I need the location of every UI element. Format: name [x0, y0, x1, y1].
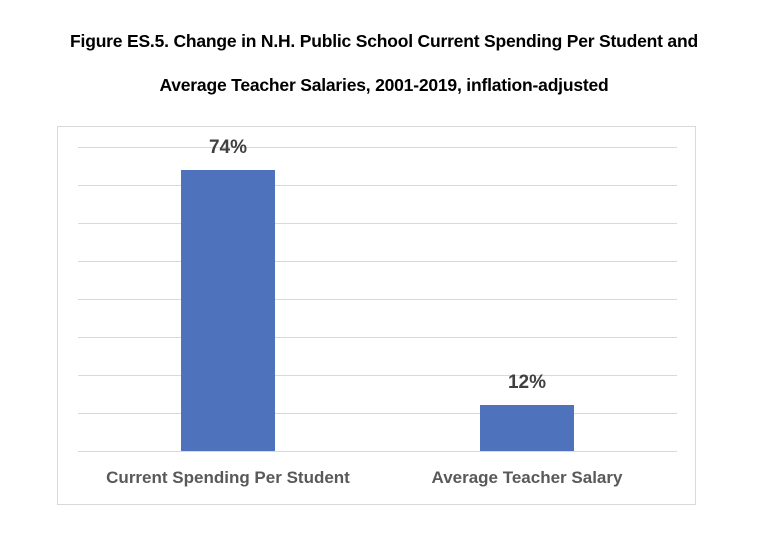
gridline: [78, 223, 677, 224]
data-label: 12%: [507, 372, 547, 393]
gridline: [78, 185, 677, 186]
gridline: [78, 451, 677, 452]
gridline: [78, 413, 677, 414]
gridline: [78, 261, 677, 262]
gridline: [78, 147, 677, 148]
bar-0: [181, 170, 275, 451]
gridline: [78, 337, 677, 338]
category-label: Average Teacher Salary: [431, 468, 623, 487]
gridline: [78, 375, 677, 376]
bar-1: [480, 405, 574, 451]
gridline: [78, 299, 677, 300]
chart-area: [57, 126, 696, 505]
chart-title-line-2: Average Teacher Salaries, 2001-2019, inf…: [159, 75, 609, 95]
data-label: 74%: [208, 137, 248, 158]
category-label: Current Spending Per Student: [106, 468, 350, 487]
chart-title-line-1: Figure ES.5. Change in N.H. Public Schoo…: [70, 31, 698, 51]
